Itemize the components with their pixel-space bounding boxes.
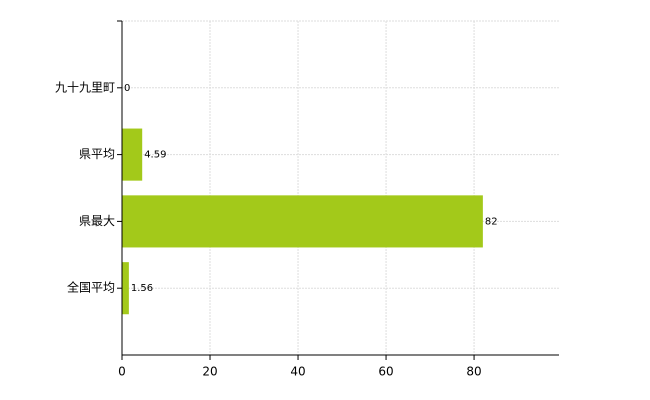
x-tick-label: 80 bbox=[466, 365, 481, 379]
x-tick-label: 40 bbox=[290, 365, 305, 379]
y-tick-label: 県平均 bbox=[79, 147, 115, 161]
bar bbox=[122, 128, 143, 181]
bar bbox=[122, 195, 483, 248]
value-label: 82 bbox=[485, 216, 498, 227]
bar bbox=[122, 262, 129, 315]
value-label: 4.59 bbox=[144, 150, 166, 161]
x-tick-label: 60 bbox=[378, 365, 393, 379]
value-label: 1.56 bbox=[131, 283, 153, 294]
y-tick-label: 九十九里町 bbox=[55, 80, 115, 94]
x-tick-label: 0 bbox=[118, 365, 126, 379]
x-tick-label: 20 bbox=[202, 365, 217, 379]
y-tick-label: 県最大 bbox=[79, 214, 115, 228]
y-tick-label: 全国平均 bbox=[67, 280, 115, 295]
value-label: 0 bbox=[124, 83, 130, 94]
